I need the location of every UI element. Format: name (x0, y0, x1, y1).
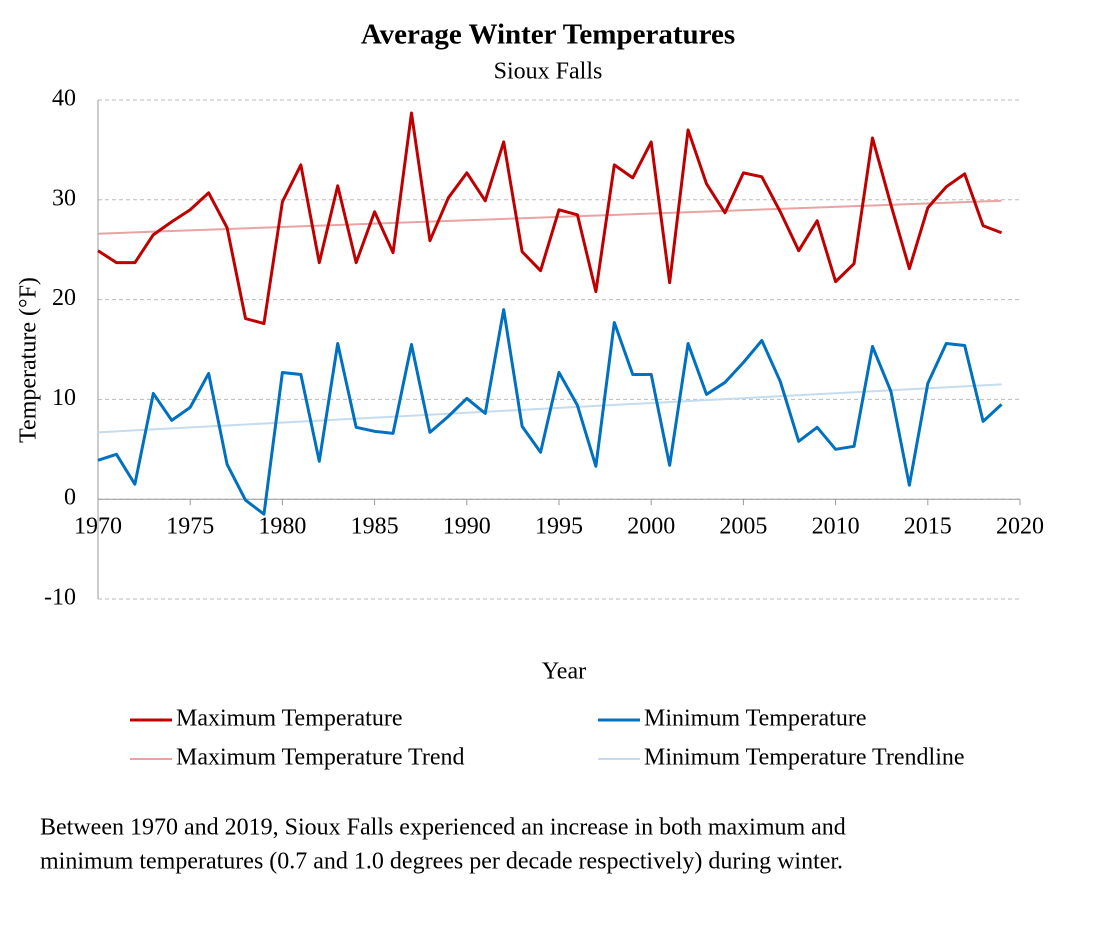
y-tick-label: -10 (44, 585, 76, 611)
series-line (97, 308, 1003, 516)
chart-subtitle: Sioux Falls (494, 59, 603, 85)
legend-label: Minimum Temperature Trendline (644, 745, 965, 771)
caption-line: Between 1970 and 2019, Sioux Falls exper… (40, 815, 846, 841)
x-tick-label: 2020 (996, 514, 1044, 540)
y-tick-label: 30 (52, 185, 76, 211)
legend-label: Minimum Temperature (644, 706, 867, 732)
y-tick-label: 10 (52, 385, 76, 411)
x-tick-label: 1980 (258, 514, 306, 540)
y-axis-label: Temperature (°F) (16, 277, 42, 443)
x-tick-label: 2010 (812, 514, 860, 540)
series-line (97, 111, 1003, 326)
x-tick-label: 1970 (74, 514, 122, 540)
x-tick-label: 1995 (535, 514, 583, 540)
y-tick-label: 20 (52, 285, 76, 311)
x-tick-label: 1975 (166, 514, 214, 540)
x-tick-label: 2015 (904, 514, 952, 540)
x-axis-label: Year (542, 659, 586, 685)
legend-label: Maximum Temperature Trend (176, 745, 465, 771)
x-tick-label: 2005 (719, 514, 767, 540)
series-line (97, 199, 1002, 235)
x-tick-label: 2000 (627, 514, 675, 540)
legend-label: Maximum Temperature (176, 706, 402, 732)
y-tick-label: 0 (64, 485, 76, 511)
x-tick-label: 1990 (443, 514, 491, 540)
y-tick-label: 40 (52, 86, 76, 112)
chart-title: Average Winter Temperatures (361, 19, 735, 51)
x-tick-label: 1985 (351, 514, 399, 540)
caption-line: minimum temperatures (0.7 and 1.0 degree… (40, 849, 843, 875)
